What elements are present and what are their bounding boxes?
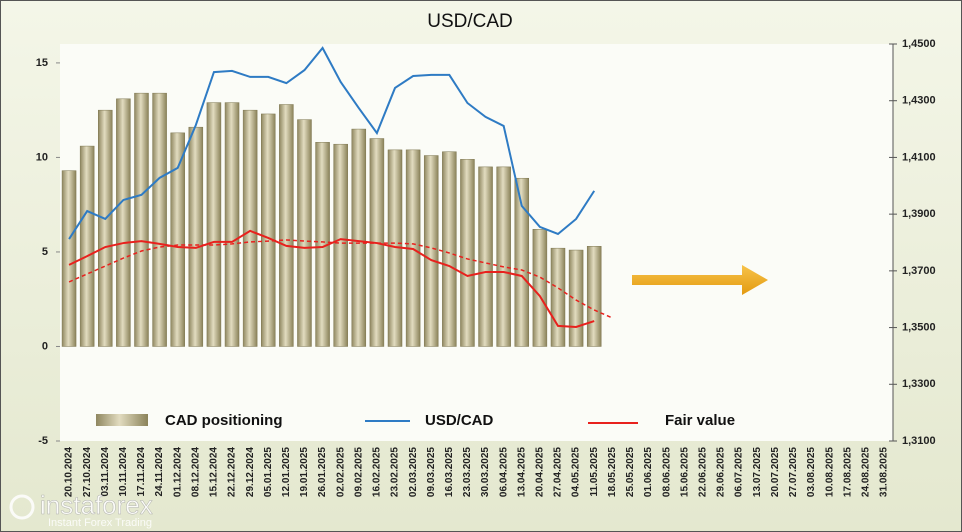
bar (532, 229, 548, 347)
x-tick-label: 10.08.2025 (824, 447, 835, 497)
x-tick-label: 05.01.2025 (263, 447, 274, 497)
bar (496, 166, 511, 347)
bar (170, 132, 185, 347)
bar (261, 113, 276, 347)
x-tick-label: 13.04.2025 (516, 447, 527, 497)
x-tick-label: 17.11.2024 (136, 447, 147, 497)
x-tick-label: 20.04.2025 (535, 447, 546, 497)
y-tick-label: 5 (42, 246, 48, 258)
x-tick-label: 25.05.2025 (625, 447, 636, 497)
y2-tick-label: 1,4100 (902, 151, 936, 163)
bar (242, 109, 258, 347)
x-tick-label: 13.07.2025 (752, 447, 763, 497)
bar (550, 247, 566, 347)
y2-tick-label: 1,3300 (902, 378, 936, 390)
watermark-brand: instaforex (40, 490, 153, 520)
bar (478, 166, 493, 347)
x-tick-label: 20.07.2025 (770, 447, 781, 497)
x-tick-label: 26.01.2025 (317, 447, 328, 497)
legend-label: USD/CAD (425, 412, 494, 429)
y2-tick-label: 1,4500 (902, 38, 936, 50)
legend-label: Fair value (665, 412, 735, 429)
x-tick-label: 10.11.2024 (118, 447, 129, 497)
x-tick-label: 22.12.2024 (227, 447, 238, 497)
x-tick-label: 29.06.2025 (716, 447, 727, 497)
y2-tick-label: 1,3900 (902, 208, 936, 220)
y-tick-label: 0 (42, 340, 48, 352)
x-tick-label: 27.04.2025 (553, 447, 564, 497)
x-tick-label: 08.06.2025 (661, 447, 672, 497)
x-tick-label: 16.03.2025 (444, 447, 455, 497)
chart-title: USD/CAD (427, 11, 513, 32)
x-tick-label: 12.01.2025 (281, 447, 292, 497)
x-tick-label: 31.08.2025 (879, 447, 890, 497)
y2-tick-label: 1,4300 (902, 95, 936, 107)
x-tick-label: 24.08.2025 (860, 447, 871, 497)
watermark-tagline: Instant Forex Trading (48, 517, 152, 529)
x-tick-label: 16.02.2025 (372, 447, 383, 497)
y-tick-label: -5 (38, 435, 48, 447)
x-tick-label: 29.12.2024 (245, 447, 256, 497)
x-tick-label: 09.03.2025 (426, 447, 437, 497)
bar (423, 155, 439, 347)
x-tick-label: 18.05.2025 (607, 447, 618, 497)
x-tick-label: 09.02.2025 (353, 447, 364, 497)
line (68, 46, 596, 240)
legend-label: CAD positioning (165, 412, 282, 429)
x-tick-label: 19.01.2025 (299, 447, 310, 497)
y2-tick-label: 1,3700 (902, 265, 936, 277)
bar (116, 98, 131, 347)
x-tick-label: 11.05.2025 (589, 447, 600, 497)
bar (152, 92, 167, 347)
bar (297, 119, 312, 347)
bar (514, 177, 530, 347)
x-tick-label: 23.02.2025 (390, 447, 401, 497)
bar (279, 104, 294, 347)
y-tick-label: 15 (36, 57, 48, 69)
bar (333, 143, 348, 347)
bar (351, 128, 367, 347)
y2-tick-label: 1,3100 (902, 435, 936, 447)
trend-line (68, 239, 613, 319)
x-tick-label: 08.12.2024 (190, 447, 201, 497)
x-tick-label: 01.06.2025 (643, 447, 654, 497)
watermark: instaforex Instant Forex Trading (9, 490, 153, 529)
x-tick-label: 24.11.2024 (154, 447, 165, 497)
bar (61, 170, 77, 347)
x-tick-label: 27.07.2025 (788, 447, 799, 497)
x-tick-label: 03.08.2025 (806, 447, 817, 497)
x-tick-label: 23.03.2025 (462, 447, 473, 497)
x-tick-label: 01.12.2024 (172, 447, 183, 497)
x-tick-label: 17.08.2025 (842, 447, 853, 497)
bar (460, 159, 475, 347)
y2-tick-label: 1,3500 (902, 321, 936, 333)
x-tick-label: 06.07.2025 (734, 447, 745, 497)
bar (79, 145, 95, 347)
x-tick-label: 15.12.2024 (209, 447, 220, 497)
x-tick-label: 06.04.2025 (498, 447, 509, 497)
bar (98, 109, 113, 347)
x-tick-label: 02.03.2025 (408, 447, 419, 497)
y-tick-label: 10 (36, 151, 48, 163)
bar (188, 126, 204, 347)
bar (568, 249, 584, 347)
x-tick-label: 15.06.2025 (679, 447, 690, 497)
bar (442, 151, 457, 347)
x-tick-label: 03.11.2024 (100, 447, 111, 497)
bar (134, 92, 149, 347)
bar (224, 102, 240, 347)
x-tick-label: 02.02.2025 (335, 447, 346, 497)
legend-swatch (96, 414, 148, 426)
x-tick-label: 30.03.2025 (480, 447, 491, 497)
logo (9, 494, 35, 520)
bar (586, 246, 602, 347)
bar (206, 102, 222, 347)
forecast-arrow (632, 265, 768, 295)
x-tick-label: 04.05.2025 (571, 447, 582, 497)
x-tick-label: 22.06.2025 (697, 447, 708, 497)
x-tick-label: 20.10.2024 (64, 447, 75, 497)
x-tick-label: 27.10.2024 (82, 447, 93, 497)
